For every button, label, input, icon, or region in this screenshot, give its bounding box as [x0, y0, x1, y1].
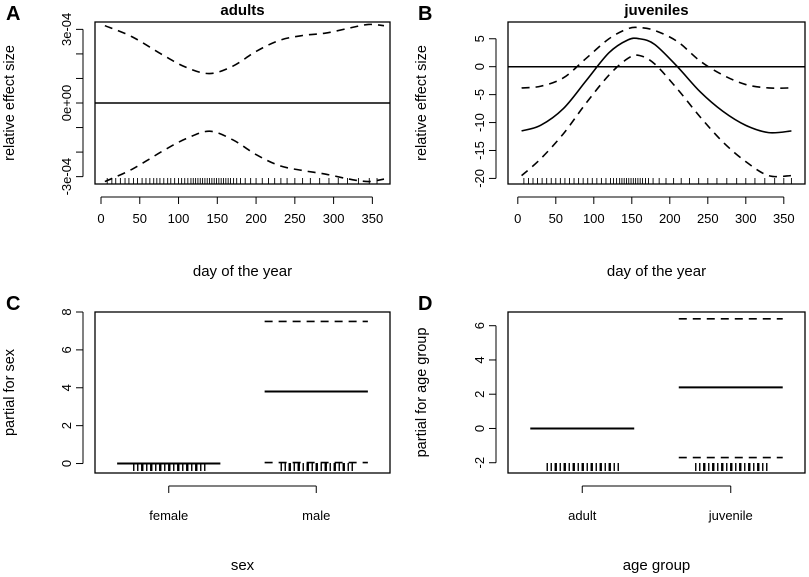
y-tick-label: -10	[472, 113, 487, 132]
y-tick-label: 0	[59, 460, 74, 467]
x-tick-label: 0	[97, 211, 104, 226]
x-tick-label: 200	[659, 211, 681, 226]
x-tick-label: juvenile	[708, 508, 753, 523]
series-lower	[104, 130, 385, 183]
x-tick-label: 50	[549, 211, 563, 226]
panel-d: D -2 0 2 4 6 partial for age group adult juvenil…	[414, 293, 806, 574]
panel-letter-d: D	[418, 293, 432, 315]
x-tick-label: 300	[323, 211, 345, 226]
x-tick-label: male	[302, 508, 330, 523]
panel-letter-a: A	[6, 3, 20, 25]
y-tick-label: 6	[59, 346, 74, 353]
x-tick-label: 0	[514, 211, 521, 226]
plot-frame	[94, 311, 391, 474]
y-tick-label: 2	[472, 391, 487, 398]
x-tick-label: female	[149, 508, 188, 523]
rug-adult	[546, 463, 619, 471]
rug	[523, 178, 792, 184]
plot-frame	[507, 21, 806, 185]
chart-title: juveniles	[623, 2, 688, 19]
y-tick-label: -15	[472, 141, 487, 160]
y-tick-label: 4	[59, 384, 74, 391]
x-tick-label: 250	[284, 211, 306, 226]
series-upper	[104, 23, 385, 75]
x-tick-label: 350	[362, 211, 384, 226]
y-tick-label: 6	[472, 322, 487, 329]
y-tick-label: -20	[472, 169, 487, 188]
x-axis-label: day of the year	[193, 263, 292, 280]
x-tick-label: 150	[206, 211, 228, 226]
chart-title: adults	[220, 2, 264, 19]
plot-frame	[507, 311, 806, 474]
y-tick-label: -2	[472, 457, 487, 469]
x-tick-label: 350	[773, 211, 795, 226]
y-axis-label: partial for age group	[414, 328, 430, 458]
y-axis-label: relative effect size	[414, 45, 430, 161]
y-tick-label: 0	[472, 63, 487, 70]
y-axis-label: partial for sex	[2, 348, 18, 436]
x-tick-label: 300	[735, 211, 757, 226]
y-tick-label: 4	[472, 356, 487, 363]
x-tick-label: 250	[697, 211, 719, 226]
y-tick-label: 5	[472, 35, 487, 42]
x-axis-label: sex	[231, 557, 255, 574]
x-tick-label: 200	[245, 211, 267, 226]
x-tick-label: 150	[621, 211, 643, 226]
y-axis-label: relative effect size	[2, 45, 18, 161]
x-tick-label: adult	[568, 508, 597, 523]
panel-letter-c: C	[6, 293, 20, 315]
y-tick-label: 2	[59, 422, 74, 429]
y-tick-label: -3e-04	[59, 158, 74, 196]
x-tick-label: 100	[583, 211, 605, 226]
y-tick-label: 3e-04	[59, 13, 74, 46]
y-tick-label: 0	[472, 425, 487, 432]
panel-c: C 0 2 4 6 8 partial for sex female male sex	[2, 293, 391, 574]
x-tick-label: 50	[133, 211, 147, 226]
x-tick-label: 100	[168, 211, 190, 226]
rug-male	[280, 463, 353, 471]
rug-female	[133, 463, 206, 471]
y-tick-label: 8	[59, 308, 74, 315]
rug-juvenile	[695, 463, 768, 471]
y-tick-label: -5	[472, 89, 487, 101]
panel-letter-b: B	[418, 3, 432, 25]
x-axis-label: day of the year	[607, 263, 706, 280]
series-lower	[521, 54, 792, 178]
rug	[106, 178, 378, 184]
x-axis-label: age group	[623, 557, 691, 574]
y-tick-label: 0e+00	[59, 85, 74, 122]
series-upper	[521, 26, 792, 89]
series-estimate	[521, 37, 792, 134]
